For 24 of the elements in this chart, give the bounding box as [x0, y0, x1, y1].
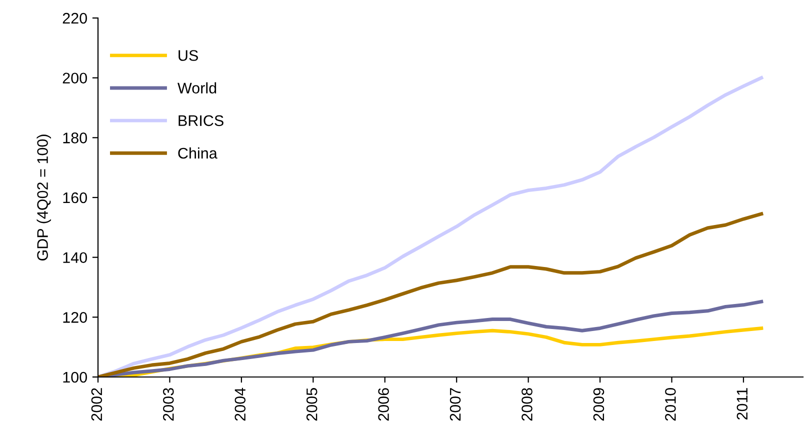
x-tick-label: 2005 — [306, 388, 318, 421]
y-tick-label: 120 — [63, 312, 87, 323]
legend-label: World — [178, 82, 216, 94]
y-tick-label: 140 — [63, 252, 87, 264]
line-series — [98, 76, 764, 377]
legend-label: China — [178, 147, 218, 159]
y-tick-label: 100 — [63, 372, 87, 383]
line-series — [98, 212, 764, 377]
x-tick-label: 2007 — [450, 388, 461, 421]
x-tick-label: 2011 — [736, 388, 748, 420]
legend-label: US — [178, 50, 198, 61]
x-tick-label: 2003 — [163, 388, 174, 421]
x-tick-label: 2006 — [378, 388, 389, 421]
x-tick-label: 2004 — [234, 388, 246, 421]
y-tick-label: 160 — [63, 192, 87, 204]
y-tick-label: 220 — [62, 12, 87, 24]
legend-label: BRICS — [178, 115, 224, 126]
x-tick-label: 2008 — [522, 388, 532, 421]
x-tick-label: 2010 — [665, 388, 676, 421]
x-tick-label: 2002 — [91, 388, 102, 421]
y-tick-label: 200 — [62, 72, 87, 84]
y-axis-title: GDP (4Q02 = 100) — [36, 134, 51, 260]
y-tick-label: 180 — [63, 132, 87, 144]
x-tick-label: 2009 — [593, 388, 604, 421]
